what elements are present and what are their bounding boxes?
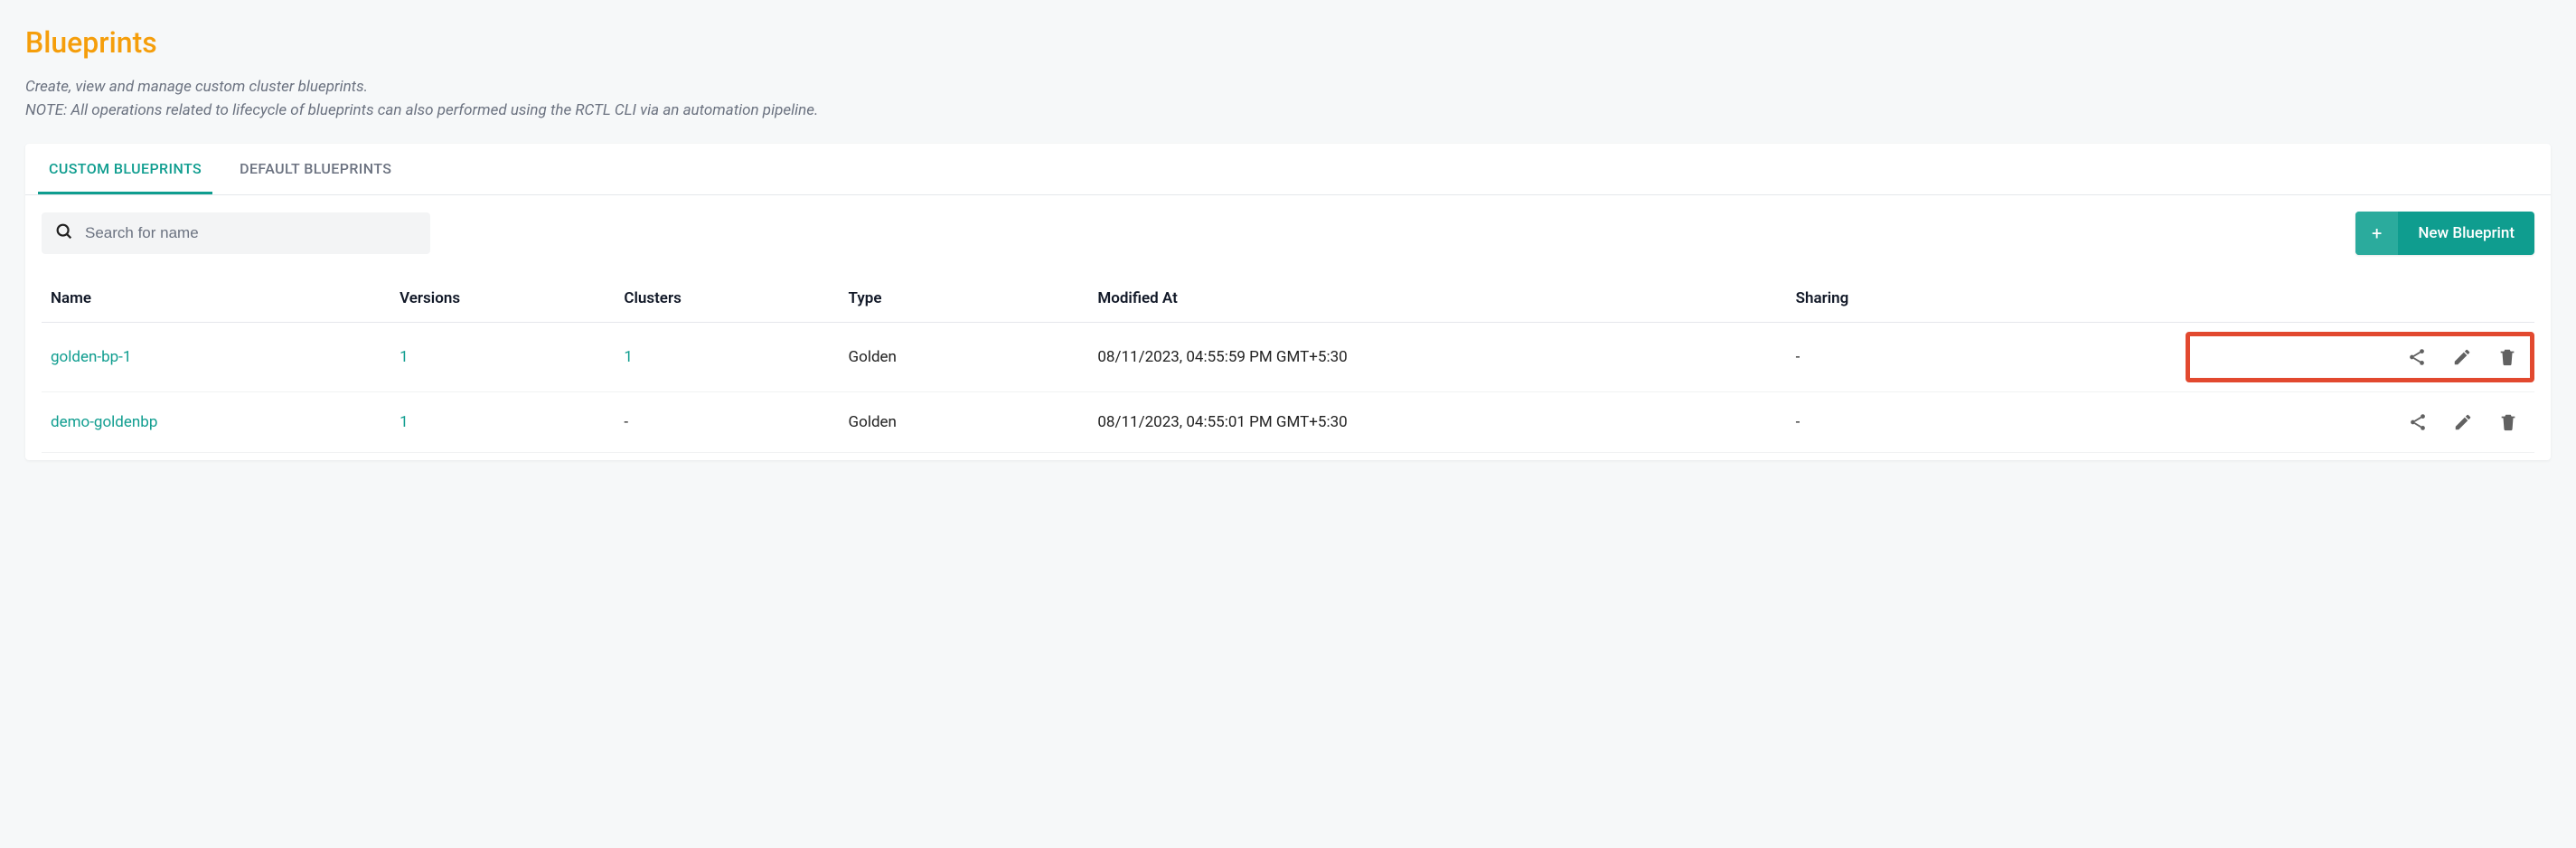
sharing-cell: - <box>1787 392 2186 453</box>
search-wrap[interactable] <box>42 212 430 254</box>
tab-custom-blueprints[interactable]: CUSTOM BLUEPRINTS <box>38 144 212 194</box>
col-sharing: Sharing <box>1787 275 2186 323</box>
row-actions <box>2195 412 2525 432</box>
type-cell: Golden <box>840 392 1089 453</box>
delete-icon[interactable] <box>2497 347 2517 367</box>
sharing-cell: - <box>1787 323 2186 392</box>
page-description: Create, view and manage custom cluster b… <box>25 76 2551 122</box>
tab-bar: CUSTOM BLUEPRINTS DEFAULT BLUEPRINTS <box>25 144 2551 195</box>
search-icon <box>54 221 74 245</box>
share-icon[interactable] <box>2408 412 2428 432</box>
modified-cell: 08/11/2023, 04:55:01 PM GMT+5:30 <box>1088 392 1786 453</box>
table-row: golden-bp-1 1 1 Golden08/11/2023, 04:55:59 … <box>42 323 2534 392</box>
share-icon[interactable] <box>2407 347 2427 367</box>
col-actions <box>2186 275 2534 323</box>
clusters-cell: - <box>615 392 839 453</box>
delete-icon[interactable] <box>2498 412 2518 432</box>
tab-default-blueprints[interactable]: DEFAULT BLUEPRINTS <box>229 144 402 194</box>
col-clusters: Clusters <box>615 275 839 323</box>
blueprints-table: Name Versions Clusters Type Modified At … <box>42 275 2534 453</box>
col-modified: Modified At <box>1088 275 1786 323</box>
type-cell: Golden <box>840 323 1089 392</box>
blueprint-name-link[interactable]: golden-bp-1 <box>51 348 131 366</box>
col-type: Type <box>840 275 1089 323</box>
plus-icon: + <box>2355 212 2398 255</box>
table-row: demo-goldenbp1-Golden08/11/2023, 04:55:0… <box>42 392 2534 453</box>
blueprints-card: CUSTOM BLUEPRINTS DEFAULT BLUEPRINTS + N <box>25 144 2551 460</box>
new-blueprint-label: New Blueprint <box>2398 212 2534 255</box>
search-input[interactable] <box>85 224 418 242</box>
versions-link[interactable]: 1 <box>400 413 409 431</box>
versions-link[interactable]: 1 <box>400 348 409 366</box>
edit-icon[interactable] <box>2452 347 2472 367</box>
page-title: Blueprints <box>25 25 2551 60</box>
toolbar: + New Blueprint <box>42 212 2534 255</box>
desc-line-2: NOTE: All operations related to lifecycl… <box>25 99 2551 123</box>
modified-cell: 08/11/2023, 04:55:59 PM GMT+5:30 <box>1088 323 1786 392</box>
col-versions: Versions <box>390 275 615 323</box>
edit-icon[interactable] <box>2453 412 2473 432</box>
new-blueprint-button[interactable]: + New Blueprint <box>2355 212 2534 255</box>
desc-line-1: Create, view and manage custom cluster b… <box>25 76 2551 99</box>
row-actions <box>2186 332 2534 382</box>
blueprint-name-link[interactable]: demo-goldenbp <box>51 413 157 431</box>
col-name: Name <box>42 275 390 323</box>
clusters-link[interactable]: 1 <box>624 348 633 366</box>
